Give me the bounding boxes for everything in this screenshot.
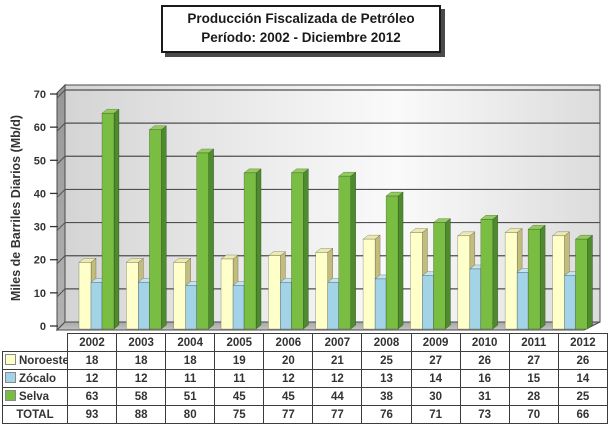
year-header: 2004 [165,333,216,352]
year-header: 2011 [508,333,559,352]
value-cell: 45 [263,387,314,406]
table-corner-blank [3,334,68,352]
y-tick-label: 20 [34,255,46,267]
total-row: TOTAL 93 88 80 75 77 77 76 71 73 70 66 [2,405,609,424]
legend-label-zócalo: Zócalo [2,369,68,388]
value-cell: 44 [312,387,363,406]
total-value-cell: 93 [66,405,118,424]
legend-swatch [5,372,16,383]
total-value-cell: 88 [116,405,167,424]
y-tick-label: 10 [34,288,46,300]
bar-selva-2005 [243,168,262,330]
total-value-cell: 71 [410,405,461,424]
year-header: 2008 [361,333,412,352]
value-cell: 38 [361,387,412,406]
value-cell: 45 [214,387,265,406]
total-value-cell: 73 [459,405,510,424]
total-value-cell: 77 [312,405,363,424]
value-cell: 15 [508,369,559,388]
series-row: Zócalo 12 12 11 11 12 12 13 14 16 15 14 [2,369,609,388]
value-cell: 26 [557,351,609,370]
chart-title-line1: Producción Fiscalizada de Petróleo [187,11,415,26]
value-cell: 18 [165,351,216,370]
year-header: 2009 [410,333,461,352]
value-cell: 18 [66,351,118,370]
value-cell: 27 [410,351,461,370]
value-cell: 14 [557,369,609,388]
value-cell: 51 [165,387,216,406]
bar-selva-2011 [527,224,546,330]
chart-title-line2: Período: 2002 - Diciembre 2012 [201,29,401,45]
year-header: 2002 [66,333,118,352]
value-cell: 13 [361,369,412,388]
series-row: Selva 63 58 51 45 45 44 38 30 31 28 25 [2,387,609,406]
bar-selva-2002 [101,108,120,330]
year-header: 2006 [263,333,314,352]
y-tick-label: 30 [34,222,46,234]
legend-label-noroeste: Noroeste [2,351,68,370]
value-cell: 25 [557,387,609,406]
y-tick-label: 60 [34,122,46,134]
bar-chart-3d: Miles de Barriles Diarios (Mb/d) 0 10 20 30… [9,83,601,332]
bar-selva-2012 [574,234,594,330]
y-tick-label: 40 [34,188,46,200]
value-cell: 16 [459,369,510,388]
legend-label-selva: Selva [2,387,68,406]
data-table-wrap: 2002 2003 2004 2005 2006 2007 2008 2009 2010 2011… [2,333,609,424]
bar-selva-2004 [195,148,215,330]
total-value-cell: 66 [557,405,609,424]
value-cell: 12 [263,369,314,388]
y-tick-label: 50 [34,155,46,167]
bar-selva-2006 [290,168,310,330]
y-tick-label: 70 [34,89,46,101]
value-cell: 11 [165,369,216,388]
legend-swatch [5,390,16,401]
legend-swatch [5,354,16,365]
year-header-row: 2002 2003 2004 2005 2006 2007 2008 2009 2010 2011… [3,333,609,352]
value-cell: 11 [214,369,265,388]
y-axis-title: Miles de Barriles Diarios (Mb/d) [9,115,23,301]
total-value-cell: 75 [214,405,265,424]
y-axis-ticks: 0 10 20 30 40 50 60 70 [34,89,58,332]
value-cell: 21 [312,351,363,370]
year-header: 2005 [214,333,265,352]
value-cell: 19 [214,351,265,370]
value-cell: 28 [508,387,559,406]
year-header: 2010 [459,333,510,352]
total-value-cell: 80 [165,405,216,424]
value-cell: 18 [116,351,167,370]
value-cell: 12 [66,369,118,388]
chart-title-box: Producción Fiscalizada de Petróleo Perío… [161,5,441,53]
year-header: 2003 [116,333,167,352]
value-cell: 12 [116,369,167,388]
value-cell: 20 [263,351,314,370]
bar-selva-2007 [338,171,357,330]
bar-selva-2008 [385,191,404,330]
total-label: TOTAL [2,405,68,424]
total-value-cell: 70 [508,405,559,424]
y-tick-label: 0 [40,321,46,332]
data-table: 2002 2003 2004 2005 2006 2007 2008 2009 2010 2011… [2,333,609,424]
bar-selva-2003 [148,125,168,330]
year-header: 2012 [557,333,609,352]
bar-selva-2009 [432,218,452,330]
bar-selva-2010 [480,214,499,330]
value-cell: 14 [410,369,461,388]
year-header: 2007 [312,333,363,352]
value-cell: 26 [459,351,510,370]
value-cell: 30 [410,387,461,406]
value-cell: 31 [459,387,510,406]
series-row: Noroeste 18 18 18 19 20 21 25 27 26 27 26 [2,351,609,370]
total-value-cell: 76 [361,405,412,424]
value-cell: 27 [508,351,559,370]
value-cell: 25 [361,351,412,370]
value-cell: 58 [116,387,167,406]
value-cell: 63 [66,387,118,406]
value-cell: 12 [312,369,363,388]
total-value-cell: 77 [263,405,314,424]
